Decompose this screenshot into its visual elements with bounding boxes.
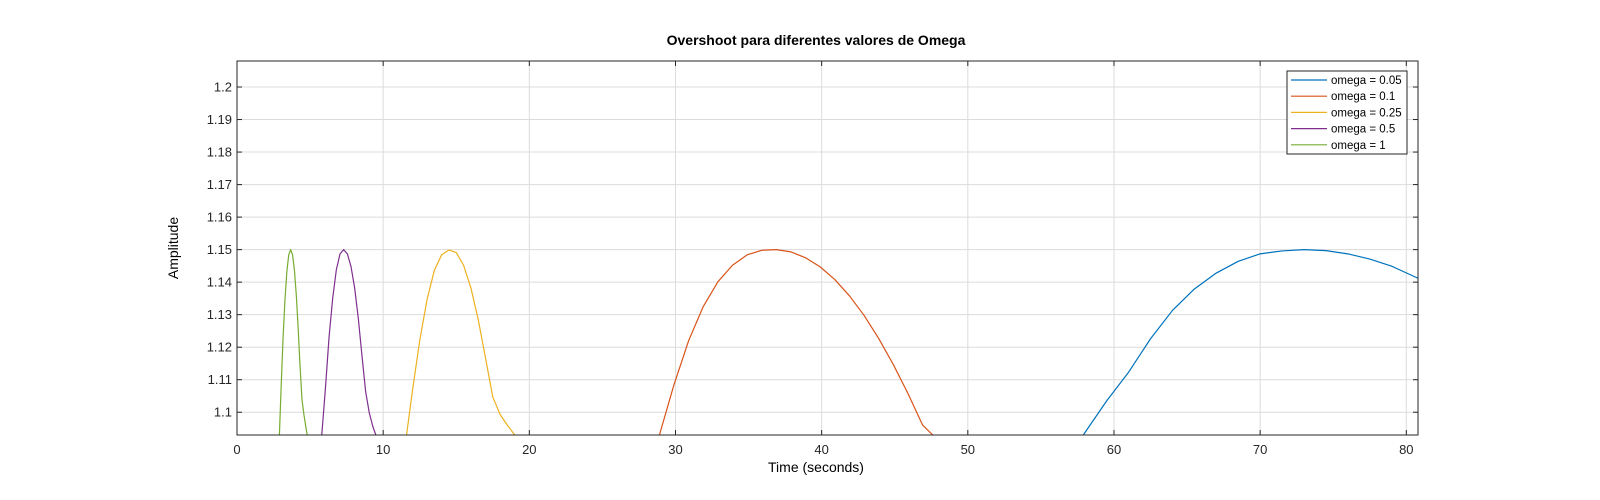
y-tick-label: 1.13 [207, 307, 232, 322]
y-tick-label: 1.11 [208, 372, 232, 387]
y-tick-label: 1.15 [207, 242, 232, 257]
legend-label: omega = 0.5 [1331, 124, 1395, 136]
y-tick-label: 1.17 [207, 177, 232, 192]
legend-label: omega = 1 [1331, 140, 1386, 152]
x-tick-label: 40 [814, 442, 828, 457]
series-line-3 [405, 249, 516, 435]
x-tick-label: 60 [1107, 442, 1121, 457]
x-axis-label: Time (seconds) [768, 459, 864, 475]
series-lines [278, 249, 1418, 435]
x-tick-label: 10 [376, 442, 390, 457]
plot-frame [236, 60, 1419, 436]
y-tick-label: 1.2 [214, 80, 232, 95]
x-tick-label: 0 [233, 442, 240, 457]
x-tick-label: 70 [1253, 442, 1267, 457]
chart-title: Overshoot para diferentes valores de Ome… [667, 32, 966, 48]
grid [237, 61, 1418, 435]
y-tick-label: 1.19 [207, 112, 232, 127]
legend-label: omega = 0.25 [1331, 107, 1402, 119]
y-tick-label: 1.14 [207, 275, 232, 290]
y-tick-label: 1.12 [207, 340, 232, 355]
y-tick-label: 1.16 [207, 210, 232, 225]
legend-entries: omega = 0.05 omega = 0.1 omega = 0.25 omega… [1291, 75, 1402, 152]
series-line-5 [278, 249, 308, 435]
x-tick-label: 50 [961, 442, 975, 457]
legend-label: omega = 0.05 [1331, 75, 1402, 87]
series-line-2 [658, 249, 934, 435]
series-line-1 [1082, 249, 1418, 435]
y-axis-label: Amplitude [165, 217, 181, 279]
legend[interactable]: omega = 0.05 omega = 0.1 omega = 0.25 omega… [1286, 70, 1408, 155]
legend-label: omega = 0.1 [1331, 91, 1395, 103]
x-tick-label: 20 [522, 442, 536, 457]
plot-background [237, 61, 1418, 435]
y-tick-labels: 1.1 1.11 1.12 1.13 1.14 1.15 1.16 1.17 1.18 1.19 1… [207, 80, 232, 420]
x-tick-label: 80 [1399, 442, 1413, 457]
series-line-4 [321, 249, 377, 435]
x-tick-label: 30 [668, 442, 682, 457]
x-tick-labels: 0 10 20 30 40 50 60 70 80 [233, 442, 1413, 457]
y-tick-label: 1.18 [207, 145, 232, 160]
y-tick-label: 1.1 [214, 405, 232, 420]
